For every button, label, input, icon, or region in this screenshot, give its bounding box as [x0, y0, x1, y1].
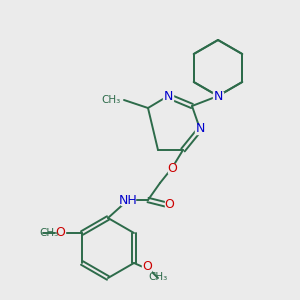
Text: CH₃: CH₃	[39, 228, 58, 238]
Text: CH₃: CH₃	[148, 272, 168, 282]
Bar	[142, 262, 152, 272]
Bar	[195, 124, 205, 134]
Text: O: O	[55, 226, 65, 239]
Text: CH₃: CH₃	[102, 95, 121, 105]
Bar	[163, 92, 173, 100]
Text: N: N	[163, 89, 173, 103]
Text: O: O	[142, 260, 152, 274]
Bar	[164, 200, 173, 209]
Text: O: O	[164, 199, 174, 212]
Text: N: N	[195, 122, 205, 136]
Bar	[213, 92, 223, 100]
Bar	[167, 164, 176, 172]
Text: O: O	[167, 161, 177, 175]
Bar	[121, 196, 135, 205]
Text: NH: NH	[118, 194, 137, 206]
Bar	[56, 229, 64, 238]
Text: N: N	[213, 89, 223, 103]
